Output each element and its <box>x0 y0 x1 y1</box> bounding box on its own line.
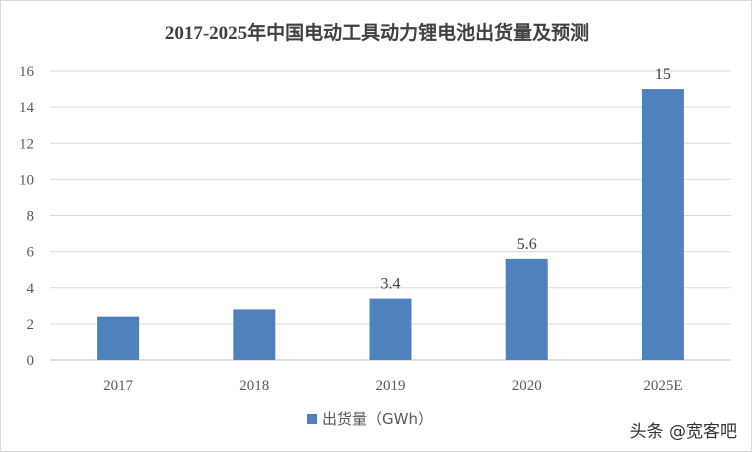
y-tick-label: 14 <box>19 100 35 116</box>
y-tick-label: 0 <box>27 353 35 369</box>
data-label: 15 <box>655 66 671 83</box>
x-tick-label: 2018 <box>239 378 269 394</box>
y-tick-label: 6 <box>27 245 35 261</box>
legend-swatch <box>307 414 317 424</box>
y-tick-label: 8 <box>27 209 35 225</box>
y-tick-label: 4 <box>27 281 35 297</box>
bar <box>505 258 548 360</box>
y-tick-label: 16 <box>19 64 35 80</box>
data-label: 3.4 <box>381 276 401 293</box>
watermark-text: 头条 @宽客吧 <box>630 422 737 442</box>
legend-label: 出货量（GWh） <box>322 410 433 428</box>
x-tick-label: 2019 <box>376 378 406 394</box>
x-axis-ticks: 2017 2018 2019 2020 2025E <box>103 378 682 394</box>
bar <box>641 89 684 360</box>
data-labels: 3.4 5.6 15 <box>381 66 671 293</box>
chart-title: 2017-2025年中国电动工具动力锂电池出货量及预测 <box>165 21 589 44</box>
gridlines <box>50 70 731 361</box>
x-tick-label: 2020 <box>512 378 542 394</box>
y-tick-label: 12 <box>19 136 34 152</box>
x-tick-label: 2017 <box>103 378 134 394</box>
data-label: 5.6 <box>517 236 537 253</box>
y-axis-ticks: 0 2 4 6 8 10 12 14 16 <box>19 64 35 369</box>
y-tick-label: 2 <box>27 317 35 333</box>
bar <box>369 298 412 360</box>
y-tick-label: 10 <box>19 172 34 188</box>
bar <box>97 316 140 360</box>
bars <box>97 89 684 360</box>
bar <box>233 309 276 360</box>
x-tick-label: 2025E <box>643 378 682 394</box>
legend: 出货量（GWh） <box>307 410 433 428</box>
